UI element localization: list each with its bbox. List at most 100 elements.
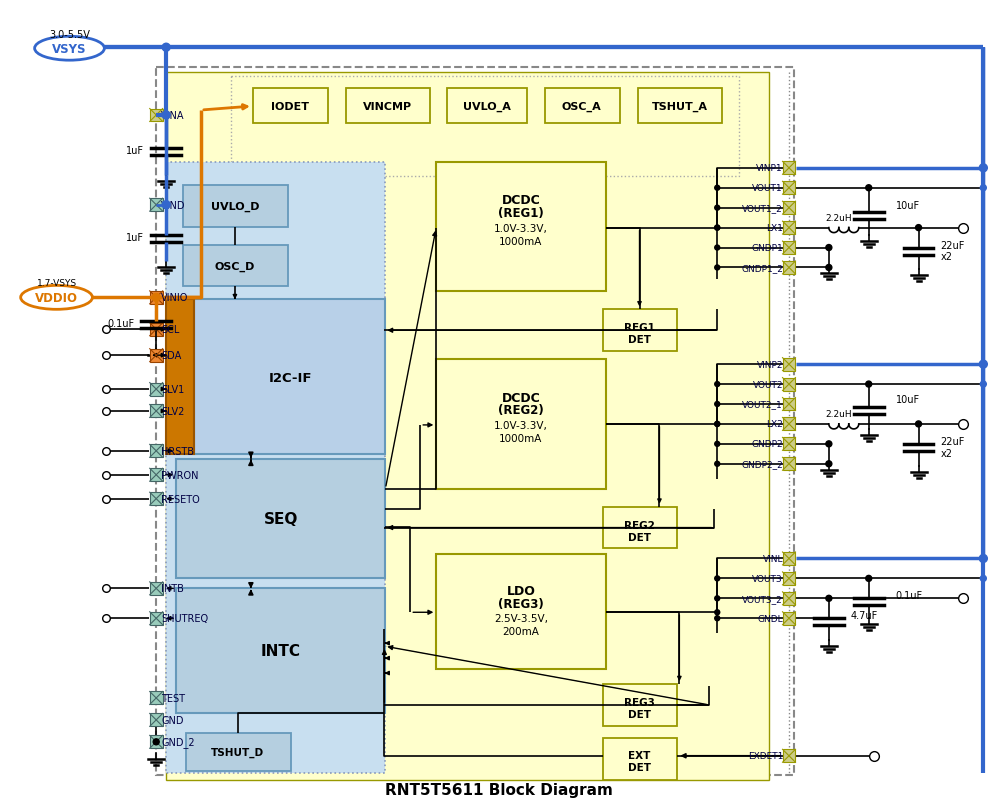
Bar <box>150 492 163 505</box>
Text: REG3: REG3 <box>624 697 655 707</box>
Bar <box>782 612 795 625</box>
Circle shape <box>162 44 170 52</box>
Bar <box>602 310 677 352</box>
Text: INTC: INTC <box>261 643 301 658</box>
Bar <box>602 738 677 780</box>
Circle shape <box>979 555 987 563</box>
Bar <box>150 383 163 396</box>
Circle shape <box>153 739 159 745</box>
Circle shape <box>714 245 719 251</box>
Bar <box>150 405 163 418</box>
Circle shape <box>714 226 719 231</box>
Bar <box>166 300 194 454</box>
Circle shape <box>826 596 832 602</box>
Bar <box>602 507 677 549</box>
Text: 0.1uF: 0.1uF <box>896 590 923 601</box>
Bar <box>437 163 605 292</box>
Bar <box>150 445 163 458</box>
Bar <box>782 162 795 175</box>
Text: SCL: SCL <box>161 325 180 334</box>
Text: GNDL: GNDL <box>757 614 783 623</box>
Text: REG1: REG1 <box>624 323 655 333</box>
Text: VINA: VINA <box>161 111 185 121</box>
Bar <box>231 77 739 176</box>
Text: RNT5T5611 Block Diagram: RNT5T5611 Block Diagram <box>385 782 613 797</box>
Text: DCDC: DCDC <box>501 194 540 207</box>
Bar <box>166 163 386 773</box>
Text: SLV2: SLV2 <box>161 407 185 416</box>
Text: DET: DET <box>628 532 651 542</box>
Bar <box>150 612 163 625</box>
Circle shape <box>162 201 170 209</box>
Bar <box>186 733 291 771</box>
Bar <box>782 592 795 605</box>
Bar <box>150 714 163 727</box>
Text: DET: DET <box>628 709 651 719</box>
Text: (REG1): (REG1) <box>499 207 543 220</box>
Circle shape <box>152 294 160 302</box>
Circle shape <box>866 382 872 387</box>
Bar <box>782 418 795 431</box>
Circle shape <box>714 382 719 387</box>
Text: 22uF: 22uF <box>940 436 965 446</box>
Bar <box>253 89 328 124</box>
Circle shape <box>714 422 719 427</box>
Text: VDDIO: VDDIO <box>35 291 78 305</box>
Circle shape <box>714 422 719 427</box>
Bar <box>637 89 722 124</box>
Bar <box>782 378 795 391</box>
Circle shape <box>714 226 719 231</box>
Bar <box>437 555 605 669</box>
Circle shape <box>714 442 719 447</box>
Bar <box>150 109 163 123</box>
Text: VOUT2_1: VOUT2_1 <box>742 400 783 409</box>
Text: 4.7uF: 4.7uF <box>851 610 878 621</box>
Text: TSHUT_D: TSHUT_D <box>212 747 265 757</box>
Text: DCDC: DCDC <box>501 391 540 404</box>
Circle shape <box>826 461 832 468</box>
Text: TSHUT_A: TSHUT_A <box>651 102 707 112</box>
Text: VINIO: VINIO <box>161 293 189 303</box>
Circle shape <box>826 441 832 448</box>
Bar <box>194 300 386 454</box>
Text: 1.0V-3.3V,: 1.0V-3.3V, <box>494 223 547 233</box>
Text: EXT: EXT <box>628 750 650 759</box>
Bar <box>346 89 431 124</box>
Text: VINCMP: VINCMP <box>363 102 412 112</box>
Circle shape <box>979 361 987 369</box>
Text: GND: GND <box>161 715 184 725</box>
Circle shape <box>162 111 170 119</box>
Bar <box>183 245 288 287</box>
Bar <box>782 202 795 215</box>
Text: VINP1: VINP1 <box>756 164 783 173</box>
Bar <box>150 323 163 336</box>
Bar <box>150 735 163 748</box>
Circle shape <box>826 265 832 271</box>
Text: 22uF: 22uF <box>940 241 965 250</box>
Bar <box>602 684 677 726</box>
Circle shape <box>866 185 872 192</box>
Text: VOUT3: VOUT3 <box>752 574 783 583</box>
Text: RESETO: RESETO <box>161 494 200 504</box>
Bar <box>782 261 795 274</box>
Text: HRSTB: HRSTB <box>161 446 194 456</box>
Text: 0.1uF: 0.1uF <box>107 319 134 329</box>
Text: LX1: LX1 <box>766 224 783 233</box>
Text: SHUTREQ: SHUTREQ <box>161 614 209 623</box>
Bar <box>150 582 163 595</box>
Bar <box>782 398 795 411</box>
Text: 10uF: 10uF <box>896 395 920 404</box>
Text: 3.0-5.5V: 3.0-5.5V <box>49 30 90 40</box>
Text: VOUT1: VOUT1 <box>752 184 783 193</box>
Bar <box>150 349 163 363</box>
Circle shape <box>826 245 832 251</box>
Text: INTB: INTB <box>161 584 184 593</box>
Text: OSC_A: OSC_A <box>561 102 601 112</box>
Text: 1.7-VSYS: 1.7-VSYS <box>37 278 77 288</box>
Text: VOUT2: VOUT2 <box>752 380 783 389</box>
Text: 1000mA: 1000mA <box>500 433 542 444</box>
Circle shape <box>714 402 719 407</box>
Text: GND_2: GND_2 <box>161 736 195 747</box>
Circle shape <box>980 576 986 581</box>
Text: VINP2: VINP2 <box>756 360 783 369</box>
